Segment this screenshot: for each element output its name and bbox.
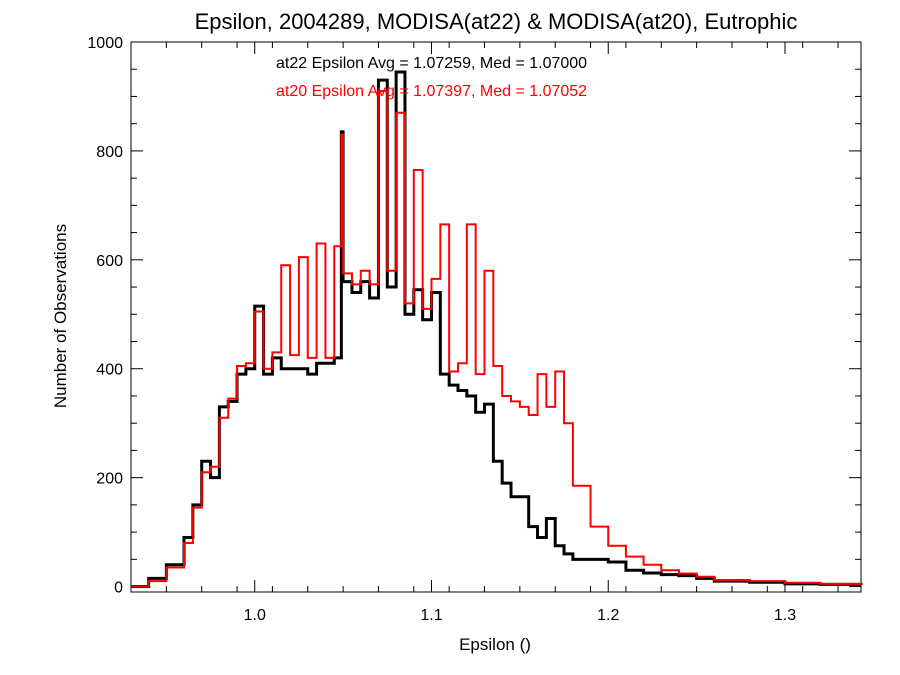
histogram-series-at20: [131, 90, 862, 588]
y-tick-label: 1000: [87, 35, 123, 52]
y-axis-label: Number of Observations: [51, 224, 70, 408]
annotation-at22-stats: at22 Epsilon Avg = 1.07259, Med = 1.0700…: [276, 55, 587, 72]
annotation-at20-stats: at20 Epsilon Avg = 1.07397, Med = 1.0705…: [276, 83, 587, 100]
plot-area-border: [130, 41, 862, 593]
plot-frame: [130, 41, 862, 593]
y-tick-label: 800: [96, 144, 123, 161]
y-axis-ticks: 0 200 400 600 800 1000: [87, 35, 861, 597]
histogram-series-at22: [131, 70, 863, 589]
y-tick-label: 600: [96, 253, 123, 270]
x-tick-label: 1.3: [774, 607, 796, 624]
chart-title: Epsilon, 2004289, MODISA(at22) & MODISA(…: [195, 9, 798, 34]
x-tick-label: 1.2: [597, 607, 619, 624]
y-tick-label: 400: [96, 362, 123, 379]
x-tick-label: 1.1: [420, 607, 442, 624]
x-tick-label: 1.0: [244, 607, 266, 624]
x-axis-label: Epsilon (): [459, 635, 531, 654]
x-axis-ticks: 1.0 1.1 1.2 1.3: [244, 42, 796, 624]
y-tick-label: 0: [114, 580, 123, 597]
y-tick-label: 200: [96, 471, 123, 488]
series-layer: [131, 70, 863, 589]
